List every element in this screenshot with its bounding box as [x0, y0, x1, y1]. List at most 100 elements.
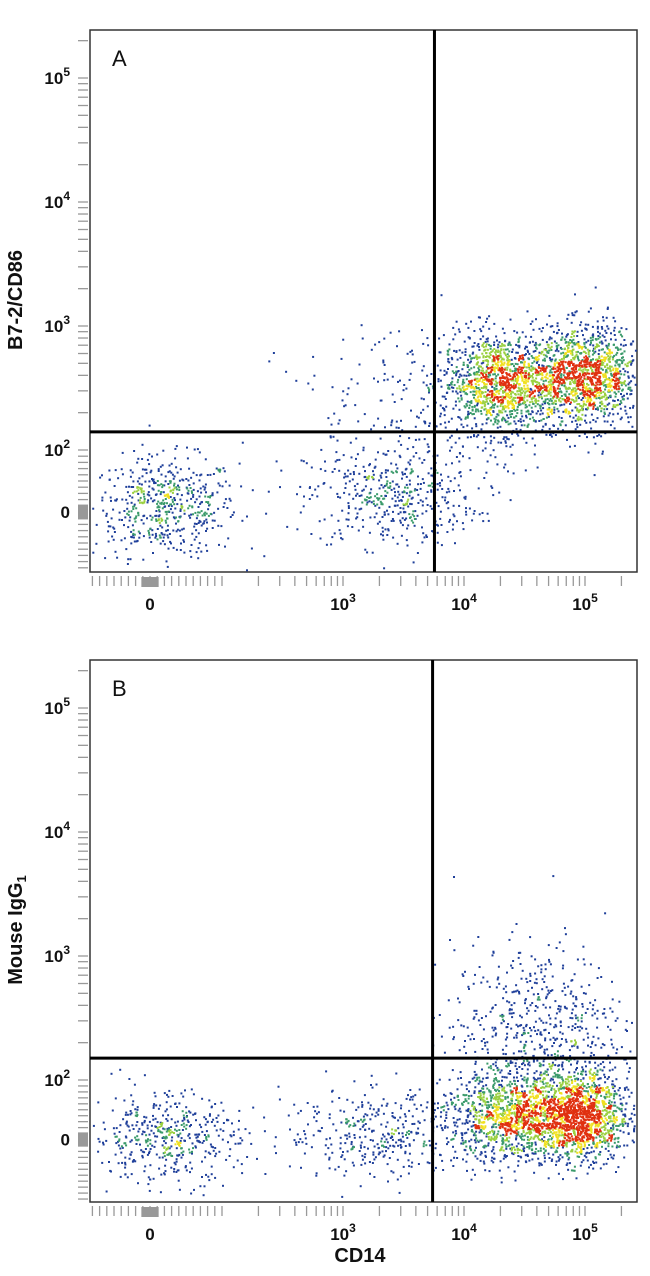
- event-point: [369, 1139, 372, 1141]
- event-point: [498, 381, 501, 384]
- event-point: [560, 338, 563, 341]
- event-point: [153, 1091, 156, 1094]
- event-point: [571, 379, 574, 381]
- event-point: [443, 1051, 446, 1054]
- event-point: [485, 413, 488, 416]
- event-point: [499, 367, 501, 370]
- event-point: [506, 399, 509, 402]
- event-point: [343, 491, 346, 494]
- event-point: [507, 380, 510, 383]
- event-point: [521, 1078, 524, 1081]
- event-point: [491, 358, 494, 361]
- event-point: [535, 982, 538, 985]
- event-point: [591, 1008, 594, 1011]
- event-point: [506, 377, 509, 380]
- event-point: [579, 377, 582, 380]
- event-point: [532, 396, 535, 399]
- event-point: [577, 376, 580, 379]
- event-point: [581, 347, 583, 350]
- event-point: [436, 1125, 439, 1128]
- event-point: [588, 363, 591, 366]
- event-point: [478, 368, 481, 371]
- event-point: [462, 426, 465, 429]
- event-point: [600, 359, 603, 361]
- event-point: [204, 1150, 207, 1153]
- event-point: [551, 1045, 554, 1048]
- event-point: [193, 448, 196, 451]
- event-point: [510, 384, 513, 387]
- event-point: [382, 1155, 385, 1158]
- event-point: [606, 325, 609, 328]
- event-point: [509, 375, 512, 377]
- event-point: [604, 1147, 607, 1150]
- event-point: [509, 410, 512, 413]
- event-point: [618, 330, 621, 333]
- event-point: [179, 549, 182, 551]
- event-point: [404, 1150, 407, 1153]
- event-point: [409, 502, 412, 505]
- event-point: [428, 450, 431, 453]
- event-point: [598, 357, 601, 360]
- plot-area: [89, 29, 638, 573]
- x-zero-tick-block: [141, 577, 159, 587]
- event-point: [366, 496, 369, 499]
- event-point: [227, 537, 230, 540]
- event-point: [545, 389, 548, 392]
- event-point: [469, 436, 472, 439]
- event-point: [448, 343, 451, 346]
- event-point: [504, 410, 507, 413]
- event-point: [491, 1156, 494, 1159]
- event-point: [471, 405, 474, 408]
- event-point: [376, 1143, 379, 1146]
- event-point: [581, 1005, 584, 1008]
- event-point: [395, 1072, 398, 1075]
- event-point: [423, 459, 426, 461]
- event-point: [523, 354, 526, 357]
- event-point: [529, 413, 532, 416]
- event-point: [503, 391, 506, 393]
- event-point: [586, 348, 589, 351]
- event-point: [405, 539, 408, 542]
- event-point: [127, 510, 130, 513]
- event-point: [562, 1054, 565, 1057]
- event-point: [606, 383, 609, 386]
- event-point: [110, 1072, 113, 1075]
- event-point: [480, 981, 483, 984]
- event-point: [585, 365, 588, 368]
- event-point: [550, 368, 553, 370]
- event-point: [568, 363, 571, 366]
- event-point: [551, 383, 554, 386]
- event-point: [498, 369, 501, 372]
- event-point: [559, 1055, 562, 1058]
- event-point: [500, 399, 502, 402]
- event-point: [148, 1152, 150, 1155]
- event-point: [482, 360, 485, 362]
- event-point: [209, 512, 212, 515]
- event-point: [449, 939, 451, 941]
- event-point: [527, 423, 530, 426]
- event-point: [446, 349, 449, 352]
- event-point: [421, 1152, 424, 1155]
- event-point: [355, 1108, 358, 1111]
- event-point: [451, 462, 453, 465]
- event-point: [573, 370, 576, 373]
- event-point: [402, 511, 405, 514]
- event-point: [136, 1121, 139, 1123]
- event-point: [215, 1129, 218, 1132]
- event-point: [567, 412, 570, 415]
- event-point: [150, 541, 153, 543]
- event-point: [503, 344, 505, 347]
- event-point: [121, 473, 124, 476]
- event-point: [412, 561, 415, 564]
- event-point: [608, 412, 611, 415]
- event-point: [559, 1005, 562, 1008]
- event-point: [403, 1113, 406, 1116]
- event-point: [357, 529, 360, 532]
- event-point: [549, 1023, 552, 1026]
- event-point: [156, 538, 159, 541]
- event-point: [570, 336, 573, 338]
- event-point: [396, 496, 399, 499]
- event-point: [602, 358, 605, 361]
- event-point: [517, 1164, 520, 1167]
- event-point: [337, 495, 339, 498]
